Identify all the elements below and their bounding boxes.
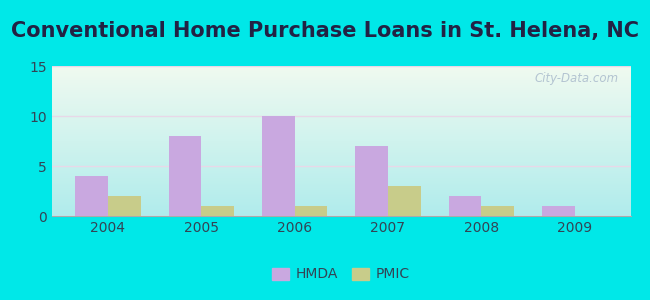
Bar [75, 176, 108, 216]
Bar [202, 206, 234, 216]
Bar [481, 206, 514, 216]
Bar [294, 206, 327, 216]
Bar [388, 186, 421, 216]
Bar [542, 206, 575, 216]
Bar [448, 196, 481, 216]
Bar [168, 136, 202, 216]
Text: Conventional Home Purchase Loans in St. Helena, NC: Conventional Home Purchase Loans in St. … [11, 21, 639, 41]
Bar [356, 146, 388, 216]
Bar [108, 196, 140, 216]
Bar [262, 116, 294, 216]
Text: City-Data.com: City-Data.com [535, 72, 619, 85]
Legend: HMDA, PMIC: HMDA, PMIC [267, 262, 415, 287]
